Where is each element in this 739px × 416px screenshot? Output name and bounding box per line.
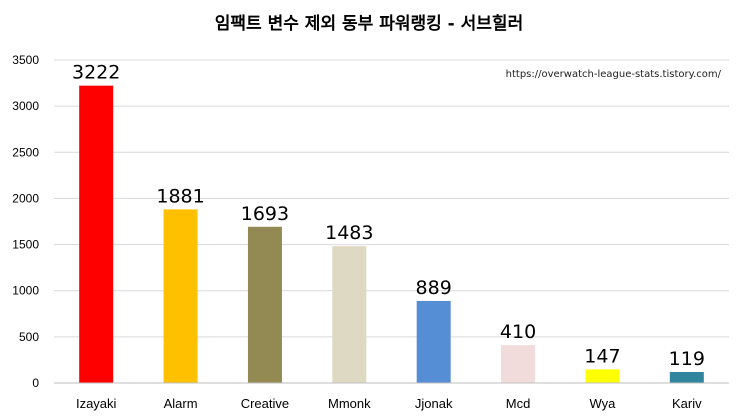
value-label: 410 [500, 321, 536, 343]
source-url: https://overwatch-league-stats.tistory.c… [506, 69, 722, 80]
value-label: 3222 [72, 62, 120, 84]
bar-creative [247, 226, 282, 383]
y-tick-label: 1000 [12, 284, 39, 298]
bar-mmonk [332, 246, 367, 383]
value-label: 1693 [241, 203, 289, 225]
x-tick-label: Kariv [672, 396, 702, 411]
y-tick-label: 1500 [12, 238, 39, 252]
bar-alarm [163, 209, 198, 383]
chart-title: 임팩트 변수 제외 동부 파워랭킹 - 서브힐러 [215, 13, 523, 34]
x-tick-label: Mcd [506, 396, 531, 411]
x-tick-label: Creative [241, 396, 289, 411]
y-tick-label: 500 [19, 330, 39, 344]
bar-kariv [669, 372, 704, 383]
y-axis-ticks: 0 500 1000 1500 2000 2500 3000 3500 [12, 53, 39, 390]
x-tick-label: Jjonak [415, 396, 453, 411]
y-tick-label: 2500 [12, 145, 39, 159]
value-label: 1881 [156, 185, 204, 207]
y-tick-label: 2000 [12, 191, 39, 205]
value-label: 147 [584, 345, 620, 367]
bar-izayaki [79, 85, 114, 383]
bar-wya [585, 369, 620, 383]
bars [79, 85, 704, 383]
gridlines [54, 59, 729, 338]
value-label: 889 [416, 277, 452, 299]
y-tick-label: 3500 [12, 53, 39, 67]
bar-jjonak [416, 300, 451, 383]
x-tick-label: Izayaki [76, 396, 117, 411]
y-tick-label: 3000 [12, 99, 39, 113]
value-label: 119 [669, 348, 705, 370]
bar-mcd [501, 345, 536, 383]
x-tick-label: Alarm [164, 396, 198, 411]
value-label: 1483 [325, 222, 373, 244]
x-axis-labels: Izayaki Alarm Creative Mmonk Jjonak Mcd Wya Kar… [76, 396, 702, 411]
value-labels: 3222 1881 1693 1483 889 410 147 119 [72, 62, 705, 370]
x-tick-label: Wya [589, 396, 616, 411]
x-tick-label: Mmonk [328, 396, 371, 411]
y-tick-label: 0 [32, 376, 39, 390]
